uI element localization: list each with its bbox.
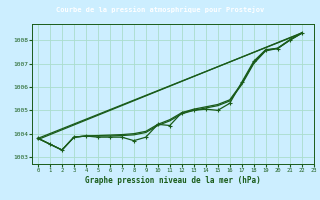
Text: Courbe de la pression atmosphrique pour Prostejov: Courbe de la pression atmosphrique pour … — [56, 7, 264, 13]
X-axis label: Graphe pression niveau de la mer (hPa): Graphe pression niveau de la mer (hPa) — [85, 176, 261, 185]
